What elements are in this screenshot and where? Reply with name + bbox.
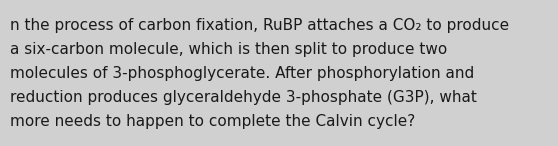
Text: a six-carbon molecule, which is then split to produce two: a six-carbon molecule, which is then spl… <box>10 42 448 57</box>
Text: molecules of 3-phosphoglycerate. After phosphorylation and: molecules of 3-phosphoglycerate. After p… <box>10 66 474 81</box>
Text: reduction produces glyceraldehyde 3-phosphate (G3P), what: reduction produces glyceraldehyde 3-phos… <box>10 90 477 105</box>
Text: more needs to happen to complete the Calvin cycle?: more needs to happen to complete the Cal… <box>10 114 415 129</box>
Text: n the process of carbon fixation, RuBP attaches a CO₂ to produce: n the process of carbon fixation, RuBP a… <box>10 18 509 33</box>
